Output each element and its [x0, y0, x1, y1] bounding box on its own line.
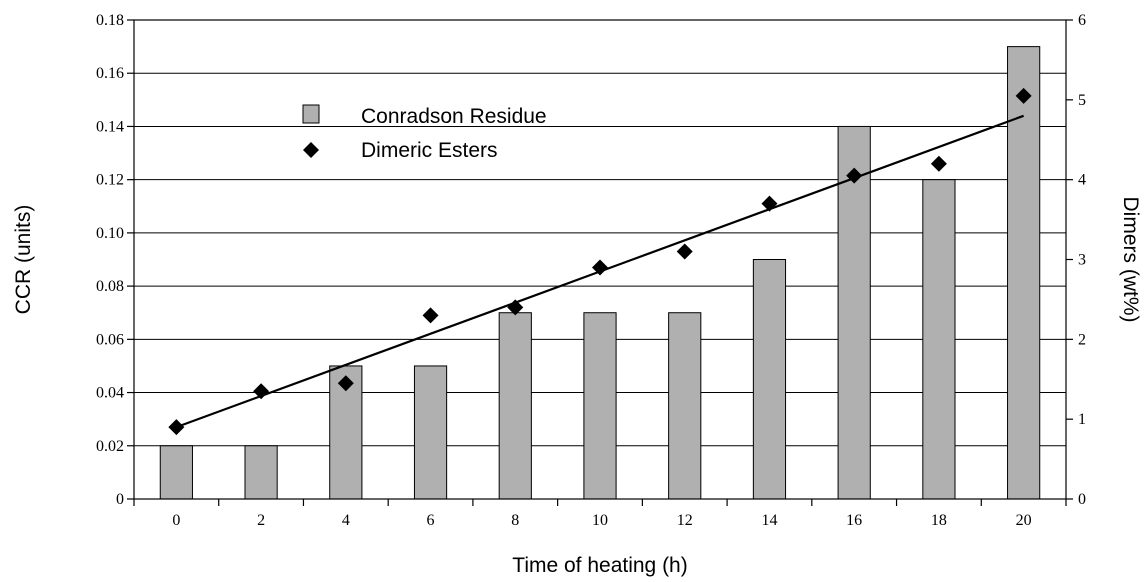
- y-tick-labels: 0 0.02 0.04 0.06 0.08 0.10 0.12 0.14 0.16 0.18: [96, 12, 124, 508]
- x-tick-label: 4: [342, 512, 350, 529]
- bar: [837, 125, 871, 500]
- bar: [668, 312, 702, 500]
- bar: [244, 445, 278, 500]
- data-point: [846, 167, 863, 184]
- data-point: [168, 419, 185, 436]
- x-tick-label: 16: [846, 512, 862, 529]
- bar: [922, 179, 956, 500]
- y-tick-label: 0.02: [96, 438, 124, 455]
- x-tick-label: 20: [1016, 512, 1032, 529]
- bar: [159, 445, 193, 500]
- legend: Conradson Residue Dimeric Esters: [302, 104, 547, 162]
- y-tick-label: 0.18: [96, 12, 124, 29]
- x-tick-label: 6: [427, 512, 435, 529]
- x-tick-label: 8: [511, 512, 519, 529]
- y2-tick-label: 1: [1078, 411, 1086, 428]
- legend-label-conradson: Conradson Residue: [361, 105, 547, 128]
- y2-tick-label: 3: [1078, 252, 1086, 269]
- x-tick-labels: 0 2 4 6 8 10 12 14 16 18 20: [172, 512, 1031, 529]
- x-tick-label: 12: [677, 512, 693, 529]
- bar: [498, 312, 532, 500]
- y2-tick-label: 6: [1078, 12, 1086, 29]
- data-point: [507, 299, 524, 316]
- bar: [1007, 46, 1041, 500]
- x-tick-label: 2: [257, 512, 265, 529]
- y-axis-title: CCR (units): [12, 205, 35, 315]
- y2-tick-labels: 0 1 2 3 4 5 6: [1078, 12, 1086, 508]
- bar: [413, 365, 448, 500]
- data-point: [930, 155, 947, 172]
- y2-tick-label: 5: [1078, 92, 1086, 109]
- x-tick-label: 14: [761, 512, 777, 529]
- legend-swatch-dimeric: [303, 142, 319, 158]
- legend-label-dimeric: Dimeric Esters: [361, 139, 498, 162]
- data-point: [337, 375, 354, 392]
- bars: [159, 46, 1041, 500]
- y2-tick-label: 2: [1078, 331, 1086, 348]
- data-point: [253, 383, 270, 400]
- y2-tick-label: 0: [1078, 491, 1086, 508]
- axes: [127, 19, 1073, 506]
- y2-tick-label: 4: [1078, 172, 1086, 189]
- y-tick-label: 0.10: [96, 225, 124, 242]
- y-tick-label: 0.08: [96, 278, 124, 295]
- y2-axis-title: Dimers (wt%): [1119, 197, 1142, 323]
- data-point: [1015, 87, 1032, 104]
- y-tick-label: 0.06: [96, 331, 124, 348]
- points: [168, 87, 1032, 436]
- y-tick-label: 0: [116, 491, 124, 508]
- x-tick-label: 18: [931, 512, 947, 529]
- x-axis-title: Time of heating (h): [512, 554, 687, 577]
- y-tick-label: 0.14: [96, 118, 124, 135]
- x-tick-label: 0: [172, 512, 180, 529]
- data-point: [422, 307, 439, 324]
- data-point: [592, 259, 608, 276]
- legend-swatch-conradson: [302, 104, 320, 124]
- data-point: [761, 195, 778, 212]
- y-tick-label: 0.16: [96, 65, 124, 82]
- bar: [752, 259, 787, 500]
- data-point: [676, 243, 693, 260]
- y-tick-label: 0.12: [96, 172, 124, 189]
- y-tick-label: 0.04: [96, 385, 124, 402]
- x-tick-label: 10: [592, 512, 608, 529]
- bar: [583, 312, 617, 500]
